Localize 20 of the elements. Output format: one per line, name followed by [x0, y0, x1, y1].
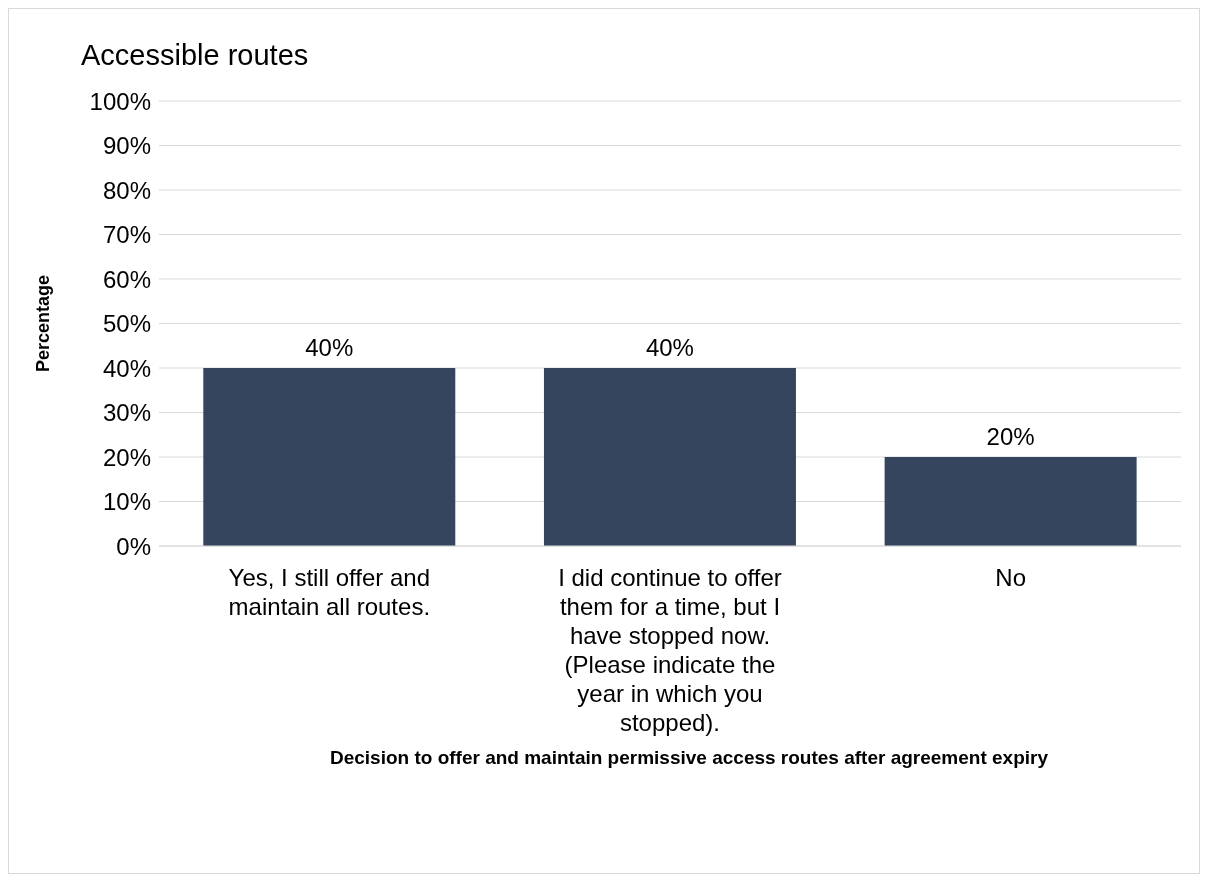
chart-title: Accessible routes [81, 39, 309, 72]
data-label: 40% [305, 334, 354, 361]
y-tick-label: 50% [102, 310, 151, 338]
y-tick-label: 90% [102, 132, 151, 160]
data-label: 20% [986, 423, 1035, 450]
y-tick-label: 20% [102, 443, 151, 471]
y-tick-label: 0% [116, 532, 151, 560]
y-tick-label: 70% [102, 221, 151, 249]
x-tick-label: Yes, I still offer and maintain all routes. [228, 564, 431, 620]
y-tick-label: 40% [102, 354, 151, 382]
data-label: 40% [645, 334, 694, 361]
y-tick-label: 100% [89, 87, 151, 115]
y-tick-label: 80% [102, 176, 151, 204]
y-tick-label: 30% [102, 399, 151, 427]
y-axis-title: Percentage [33, 274, 54, 373]
x-axis-title: Decision to offer and maintain permissive access routes after agreement expiry [328, 746, 1050, 770]
x-tick-label: I did continue to offer them for a time, but I have stopped now. (Please indicate the year in which you stopped). [558, 564, 782, 736]
x-tick-label: No [995, 564, 1027, 591]
y-tick-label: 60% [102, 265, 151, 293]
y-tick-label: 10% [102, 488, 151, 516]
